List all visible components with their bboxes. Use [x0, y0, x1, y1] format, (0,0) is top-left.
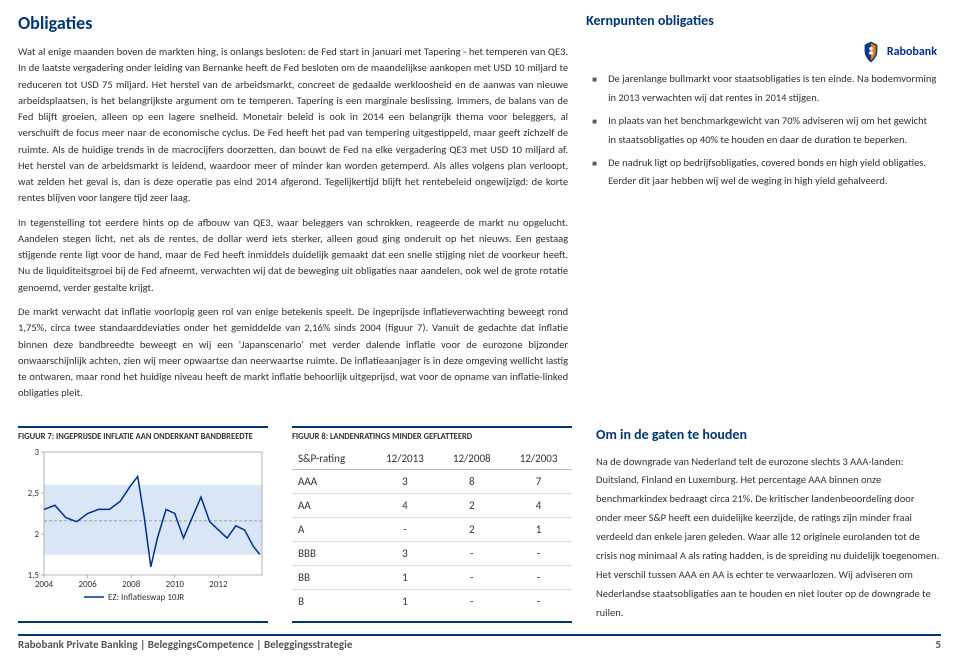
- table-cell: 3: [372, 541, 439, 565]
- paragraph: De markt verwacht dat inflatie voorlopig…: [18, 304, 568, 402]
- page-number: 5: [935, 638, 941, 651]
- svg-text:2010: 2010: [166, 579, 185, 590]
- table-cell: 3: [372, 469, 439, 493]
- table-cell: 1: [372, 565, 439, 589]
- watch-body: Na de downgrade van Nederland telt de eu…: [596, 453, 941, 623]
- inflation-chart: 32,521,520042006200820102012EZ: Inflatie…: [18, 448, 268, 603]
- table-header: 12/2013: [372, 448, 439, 470]
- table-cell: 2: [438, 517, 505, 541]
- keypoints-list: De jarenlange bullmarkt voor staatsoblig…: [586, 70, 937, 191]
- figure-8: FIGUUR 8: LANDENRATINGS MINDER GEFLATTEE…: [292, 426, 572, 623]
- table-cell: A: [292, 517, 372, 541]
- table-cell: 7: [505, 469, 572, 493]
- list-item: In plaats van het benchmarkgewicht van 7…: [586, 112, 937, 150]
- table-cell: 4: [372, 493, 439, 517]
- svg-text:2006: 2006: [78, 579, 97, 590]
- table-cell: 8: [438, 469, 505, 493]
- rabobank-logo-icon: [859, 40, 883, 64]
- table-cell: -: [505, 541, 572, 565]
- figure-title: FIGUUR 8: LANDENRATINGS MINDER GEFLATTEE…: [292, 432, 572, 442]
- figure-7: FIGUUR 7: INGEPRIJSDE INFLATIE AAN ONDER…: [18, 426, 268, 623]
- table-cell: 4: [505, 493, 572, 517]
- watch-title: Om in de gaten te houden: [596, 426, 941, 443]
- table-cell: BB: [292, 565, 372, 589]
- figure-title: FIGUUR 7: INGEPRIJSDE INFLATIE AAN ONDER…: [18, 432, 268, 442]
- table-cell: 1: [505, 517, 572, 541]
- page-title: Obligaties: [18, 12, 568, 34]
- footer-text: Rabobank Private Banking | BeleggingsCom…: [18, 638, 352, 651]
- ratings-table: S&P-rating12/201312/200812/2003 AAA387AA…: [292, 448, 572, 613]
- table-row: BBB3--: [292, 541, 572, 565]
- table-cell: 2: [438, 493, 505, 517]
- table-header: S&P-rating: [292, 448, 372, 470]
- svg-text:2,5: 2,5: [28, 488, 40, 499]
- svg-text:2004: 2004: [35, 579, 54, 590]
- watch-box: Om in de gaten te houden Na de downgrade…: [596, 426, 941, 623]
- svg-text:2: 2: [34, 529, 39, 540]
- sidebar-keypoints: Kernpunten obligaties Rabobank De jarenl…: [586, 12, 941, 191]
- table-cell: AA: [292, 493, 372, 517]
- svg-text:EZ: Inflatieswap 10JR: EZ: Inflatieswap 10JR: [108, 592, 184, 603]
- paragraph: Wat al enige maanden boven de markten hi…: [18, 44, 568, 207]
- page-footer: Rabobank Private Banking | BeleggingsCom…: [18, 634, 941, 651]
- table-row: AAA387: [292, 469, 572, 493]
- table-cell: BBB: [292, 541, 372, 565]
- paragraph: In tegenstelling tot eerdere hints op de…: [18, 215, 568, 296]
- table-cell: -: [438, 565, 505, 589]
- table-row: A-21: [292, 517, 572, 541]
- table-cell: -: [372, 517, 439, 541]
- table-row: AA424: [292, 493, 572, 517]
- rabobank-logo: Rabobank: [859, 40, 937, 64]
- svg-text:2012: 2012: [209, 579, 228, 590]
- table-cell: -: [438, 589, 505, 613]
- svg-text:2008: 2008: [122, 579, 141, 590]
- svg-text:3: 3: [34, 448, 39, 458]
- table-row: BB1--: [292, 565, 572, 589]
- keypoints-title: Kernpunten obligaties: [586, 12, 714, 29]
- logo-text: Rabobank: [887, 45, 937, 59]
- table-cell: B: [292, 589, 372, 613]
- list-item: De jarenlange bullmarkt voor staatsoblig…: [586, 70, 937, 108]
- table-header: 12/2008: [438, 448, 505, 470]
- main-body: Wat al enige maanden boven de markten hi…: [18, 44, 568, 402]
- table-cell: AAA: [292, 469, 372, 493]
- table-cell: -: [505, 589, 572, 613]
- list-item: De nadruk ligt op bedrijfsobligaties, co…: [586, 154, 937, 192]
- table-header: 12/2003: [505, 448, 572, 470]
- table-cell: -: [438, 541, 505, 565]
- table-cell: -: [505, 565, 572, 589]
- table-row: B1--: [292, 589, 572, 613]
- table-cell: 1: [372, 589, 439, 613]
